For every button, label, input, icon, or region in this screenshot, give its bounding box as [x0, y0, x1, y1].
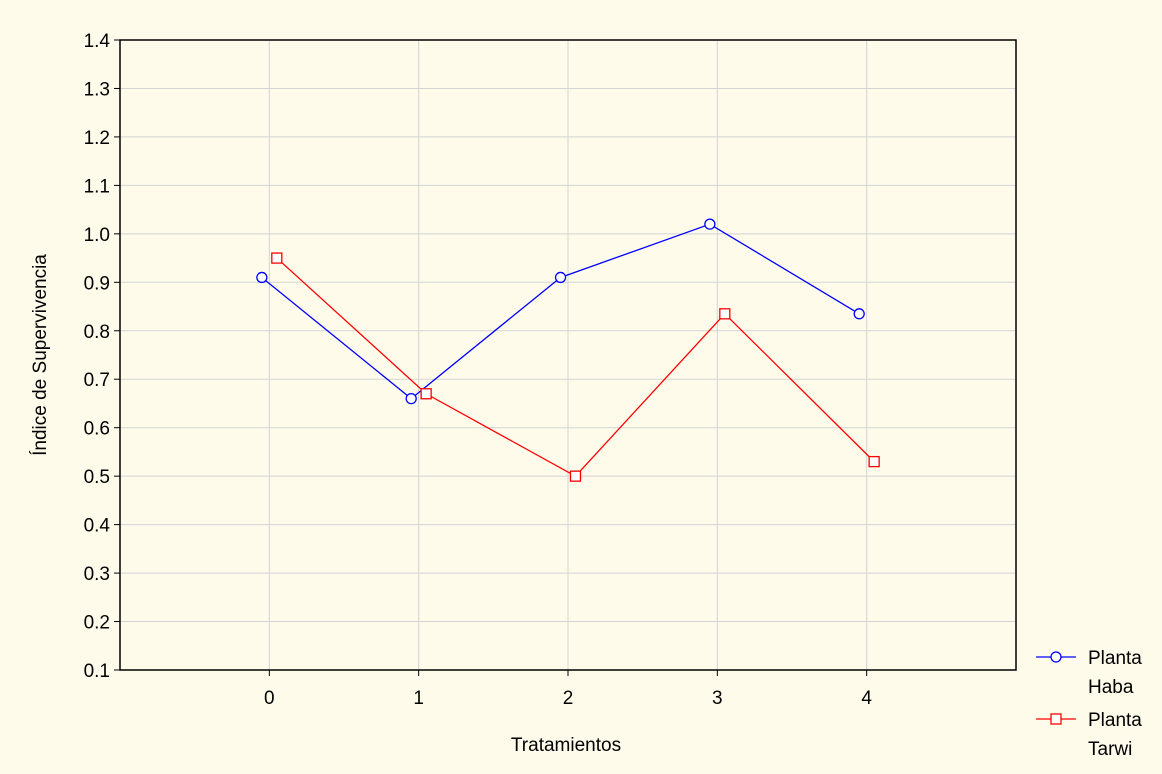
- legend-label: Haba: [1088, 677, 1134, 698]
- legend-marker: [1050, 651, 1062, 663]
- y-tick-label: 0.6: [84, 419, 110, 440]
- y-axis-label: Índice de Supervivencia: [30, 254, 51, 456]
- data-point: [405, 392, 417, 405]
- data-point: [256, 271, 268, 284]
- y-tick-label: 0.3: [84, 564, 110, 585]
- series-2: [271, 252, 880, 482]
- data-point: [853, 308, 865, 320]
- y-tick-label: 0.2: [84, 613, 110, 634]
- x-tick-label: 1: [413, 688, 424, 709]
- legend-label: Planta: [1088, 648, 1142, 669]
- data-point: [420, 388, 432, 400]
- legend-entry-1: Planta Haba: [1036, 648, 1142, 698]
- y-tick-label: 0.5: [84, 467, 110, 488]
- y-tick-label: 0.7: [84, 370, 110, 391]
- x-axis-ticks: 0 1 2 3 4: [264, 670, 872, 709]
- legend-entry-2: Planta Tarwi: [1036, 710, 1142, 760]
- data-point: [719, 308, 731, 320]
- x-tick-label: 3: [712, 688, 723, 709]
- y-tick-label: 0.8: [84, 322, 110, 343]
- legend-marker: [1050, 713, 1062, 725]
- legend-label: Tarwi: [1088, 739, 1132, 760]
- data-point: [271, 252, 283, 264]
- y-tick-label: 1.3: [84, 79, 110, 100]
- series-group: [256, 218, 880, 482]
- y-tick-label: 1.2: [84, 128, 110, 149]
- data-point: [569, 470, 582, 482]
- y-tick-label: 0.9: [84, 273, 110, 294]
- x-tick-label: 4: [861, 688, 872, 709]
- x-tick-label: 2: [563, 688, 574, 709]
- data-point: [704, 218, 716, 230]
- data-point: [868, 455, 880, 468]
- y-tick-label: 0.4: [84, 516, 111, 537]
- legend-label: Planta: [1088, 710, 1142, 731]
- y-tick-label: 0.1: [84, 661, 110, 682]
- data-point: [554, 271, 567, 284]
- series-1: [256, 218, 865, 405]
- x-tick-label: 0: [264, 688, 275, 709]
- y-axis-ticks: 0.1 0.2 0.3 0.4 0.5 0.6 0.7 0.8 0.9 1.0 1.1 1.2 1.3 1…: [84, 31, 120, 682]
- y-tick-label: 1.0: [84, 225, 110, 246]
- y-tick-label: 1.4: [84, 31, 111, 52]
- x-axis-label: Tratamientos: [511, 735, 621, 756]
- plot-area: [119, 39, 1017, 671]
- legend: Planta Haba Planta Tarwi: [1036, 648, 1142, 760]
- y-tick-label: 1.1: [84, 176, 110, 197]
